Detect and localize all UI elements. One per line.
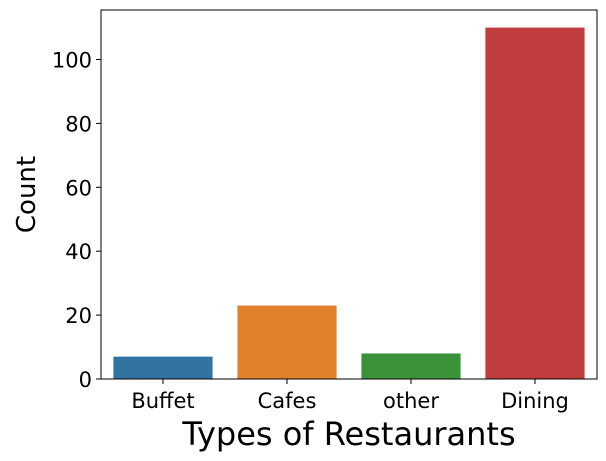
y-axis-ticks: 0 20 40 60 80 100 bbox=[52, 49, 101, 392]
y-tick-label: 40 bbox=[65, 240, 92, 264]
y-tick-label: 80 bbox=[65, 112, 92, 136]
bars-group bbox=[113, 27, 585, 379]
bar-other bbox=[361, 353, 461, 379]
bar-dining bbox=[485, 27, 585, 379]
y-tick-label: 100 bbox=[52, 49, 92, 73]
x-axis-title: Types of Restaurants bbox=[181, 415, 515, 453]
x-tick-label: Cafes bbox=[258, 389, 317, 413]
x-axis-ticks: Buffet Cafes other Dining bbox=[131, 379, 569, 413]
bar-buffet bbox=[113, 356, 213, 379]
bar-cafes bbox=[237, 305, 337, 379]
plot-frame bbox=[100, 9, 598, 380]
x-tick-label: Dining bbox=[501, 389, 569, 413]
y-tick-label: 20 bbox=[65, 304, 92, 328]
y-tick-label: 0 bbox=[79, 368, 92, 392]
x-tick-label: other bbox=[383, 389, 439, 413]
y-tick-label: 60 bbox=[65, 176, 92, 200]
x-tick-label: Buffet bbox=[131, 389, 194, 413]
y-axis-title: Count bbox=[12, 156, 42, 233]
